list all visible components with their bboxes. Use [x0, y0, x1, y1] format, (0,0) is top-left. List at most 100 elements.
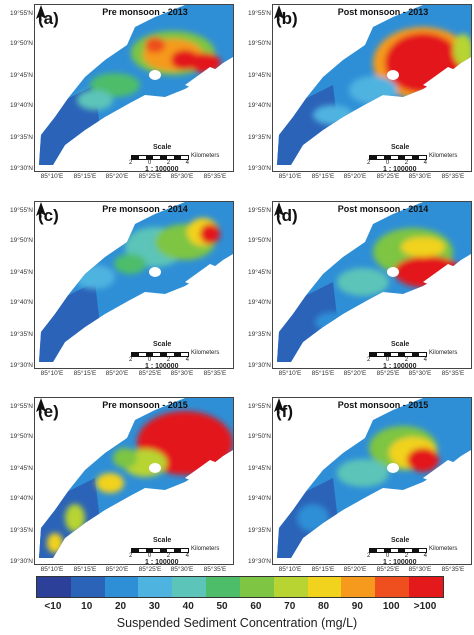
scale-ratio: 1 : 100000: [145, 363, 179, 369]
island-landmass: [145, 100, 170, 111]
legend-class-label: <10: [44, 601, 62, 612]
scale-bar: Scale Kilometers 2 0 2 4 1 : 100000: [129, 537, 227, 565]
legend-class-label: 10: [81, 601, 93, 612]
svg-text:N: N: [278, 214, 281, 219]
concentration-zone: [189, 53, 221, 73]
scale-tick: 0: [385, 357, 390, 363]
x-tick-label: 85°35'E: [441, 370, 465, 377]
concentration-zone: [349, 76, 397, 104]
panel-title: Post monsoon - 2015: [337, 400, 429, 410]
map-panel: 19°55'N 19°50'N 19°45'N 19°40'N 19°35'N 19°30…: [238, 393, 474, 586]
scale-units: Kilometers: [429, 350, 458, 356]
legend-swatch: [138, 577, 173, 597]
island-landmass: [105, 312, 130, 324]
island-landmass: [75, 526, 95, 538]
legend-swatch: [206, 577, 240, 597]
scale-title: Scale: [391, 144, 410, 151]
concentration-zone: [75, 265, 115, 289]
island-landmass: [423, 264, 458, 286]
legend-swatch: [37, 577, 71, 597]
ssc-map: [39, 202, 233, 362]
y-tick-label: 19°50'N: [248, 40, 271, 47]
concentration-zone: [401, 237, 445, 257]
scale-tick: 2: [367, 160, 371, 166]
svg-text:N: N: [278, 410, 281, 415]
north-arrow-icon: N: [36, 398, 46, 414]
scale-units: Kilometers: [191, 546, 220, 552]
scale-tick: 4: [185, 553, 189, 559]
y-tick-label: 19°45'N: [10, 269, 33, 276]
map-frame: (e) Pre monsoon - 2015 N Scale Kilometers 2 0 2…: [34, 397, 234, 565]
legend-labels: <10 10 20 30 40 50 60 70 80 90 100 >100: [36, 601, 442, 612]
scale-tick: 0: [385, 553, 390, 559]
concentration-zone: [114, 254, 146, 274]
x-tick-label: 85°35'E: [203, 370, 227, 377]
scale-tick: 2: [404, 160, 409, 166]
legend-swatch: [409, 577, 443, 597]
x-tick-label: 85°30'E: [170, 370, 194, 377]
scale-tick: 4: [185, 160, 189, 166]
ssc-map: [277, 202, 471, 362]
svg-text:N: N: [40, 17, 43, 22]
panel-title: Post monsoon - 2013: [337, 7, 429, 17]
y-tick-label: 19°35'N: [10, 527, 33, 534]
y-tick-label: 19°40'N: [248, 299, 271, 306]
x-tick-label: 85°15'E: [73, 173, 97, 180]
island-landmass: [387, 463, 399, 473]
x-tick-label: 85°25'E: [376, 566, 400, 573]
north-arrow-icon: N: [274, 5, 284, 21]
scale-tick: 4: [423, 160, 427, 166]
island-landmass: [149, 70, 161, 80]
x-tick-label: 85°10'E: [278, 173, 302, 180]
scale-ratio: 1 : 100000: [145, 559, 179, 565]
ssc-map: [39, 398, 233, 558]
y-tick-label: 19°30'N: [248, 165, 271, 172]
scale-bar: Scale Kilometers 2 0 2 4 1 : 100000: [129, 341, 227, 369]
island-landmass: [343, 115, 368, 127]
x-tick-label: 85°15'E: [311, 173, 335, 180]
map-frame: (d) Post monsoon - 2014 N Scale Kilometers 2 0…: [272, 201, 472, 369]
scale-title: Scale: [153, 144, 172, 151]
x-tick-label: 85°30'E: [408, 370, 432, 377]
x-tick-label: 85°10'E: [40, 370, 64, 377]
x-tick-label: 85°25'E: [138, 173, 162, 180]
scale-tick: 2: [166, 553, 171, 559]
legend-swatch: [273, 577, 308, 597]
island-landmass: [313, 133, 333, 145]
x-tick-label: 85°30'E: [408, 566, 432, 573]
legend-swatch: [239, 577, 274, 597]
scale-ratio: 1 : 100000: [383, 166, 417, 172]
island-landmass: [145, 493, 170, 504]
scale-bar: Scale Kilometers 2 0 2 4 1 : 100000: [367, 144, 465, 172]
island-landmass: [185, 67, 220, 89]
north-arrow-icon: N: [36, 202, 46, 219]
scale-units: Kilometers: [191, 153, 220, 159]
low-concentration-zone: [277, 85, 343, 165]
legend-class-label: 60: [250, 601, 262, 612]
scale-title: Scale: [391, 537, 410, 544]
scale-tick: 2: [166, 160, 171, 166]
island-landmass: [105, 508, 130, 520]
scale-title: Scale: [153, 341, 172, 348]
legend-class-label: 40: [182, 601, 194, 612]
scale-units: Kilometers: [191, 350, 220, 356]
scale-tick: 0: [385, 160, 390, 166]
scale-tick: 2: [129, 357, 133, 363]
y-tick-label: 19°50'N: [10, 433, 33, 440]
scale-bar-graphic: [131, 548, 189, 553]
island-landmass: [149, 267, 161, 277]
island-landmass: [387, 267, 399, 277]
y-tick-label: 19°30'N: [248, 558, 271, 565]
y-tick-label: 19°45'N: [10, 465, 33, 472]
ssc-map: [277, 5, 471, 165]
y-tick-label: 19°45'N: [248, 465, 271, 472]
x-tick-label: 85°20'E: [105, 173, 129, 180]
svg-text:N: N: [40, 214, 43, 219]
scale-tick: 2: [166, 357, 171, 363]
y-tick-label: 19°40'N: [10, 495, 33, 502]
low-concentration-zone: [39, 282, 105, 362]
island-landmass: [383, 100, 408, 111]
